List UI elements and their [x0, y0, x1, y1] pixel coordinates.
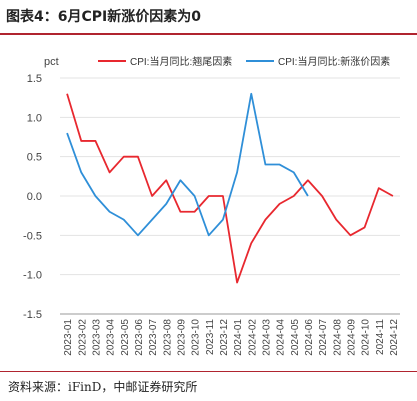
x-tick-label: 2023-12: [219, 319, 230, 356]
y-tick-label: 0.0: [27, 191, 42, 203]
x-tick-label: 2023-02: [77, 319, 88, 356]
series-line-2: [66, 92, 309, 237]
y-axis-label: pct: [44, 56, 59, 68]
x-tick-label: 2023-09: [176, 319, 187, 356]
y-gridlines: [60, 77, 400, 276]
x-tick-label: 2024-11: [375, 319, 386, 355]
series-lines: [66, 92, 394, 284]
x-tick-label: 2023-03: [91, 319, 102, 356]
figure-title: 图表4：6月CPI新涨价因素为0: [6, 9, 201, 25]
x-tick-label: 2024-07: [318, 319, 329, 356]
x-tick-label: 2024-10: [361, 319, 372, 356]
x-tick-label: 2023-04: [106, 319, 117, 356]
x-tick-label: 2024-03: [261, 319, 272, 356]
legend-label: CPI:当月同比:新涨价因素: [278, 55, 390, 68]
x-tick-label: 2023-06: [134, 319, 145, 356]
title-rule: [0, 33, 417, 35]
x-tick-label: 2023-07: [148, 319, 159, 356]
legend-label: CPI:当月同比:翘尾因素: [130, 55, 232, 68]
source-rule: [0, 371, 417, 372]
y-tick-labels: 1.5 1.0 0.5 0.0 -0.5 -1.0 -1.5: [23, 73, 42, 321]
x-tick-label: 2024-06: [304, 319, 315, 356]
x-tick-label: 2023-10: [191, 319, 202, 356]
y-tick-label: 1.0: [27, 112, 42, 124]
x-tick-labels: 2023-01 2023-02 2023-03 2023-04 2023-05 2023-…: [63, 319, 400, 356]
line-chart: 1.51.00.50.0-0.5-1.0-1.5 2023-01 2023-02 2…: [23, 55, 400, 356]
x-tick-label: 2024-02: [247, 319, 258, 356]
y-tick-label: -1.5: [23, 309, 42, 321]
x-tick-label: 2024-01: [233, 319, 244, 356]
x-tick-label: 2024-12: [389, 319, 400, 356]
x-tick-label: 2023-11: [205, 319, 216, 355]
y-tick-label: -1.0: [23, 270, 42, 282]
y-tick-label: -0.5: [23, 230, 42, 242]
x-tick-label: 2024-09: [346, 319, 357, 356]
x-tick-label: 2023-05: [120, 319, 131, 356]
series-line-1: [66, 93, 394, 284]
x-tick-label: 2024-04: [276, 319, 287, 356]
x-tick-label: 2023-08: [162, 319, 173, 356]
x-tick-label: 2023-01: [63, 319, 74, 356]
legend: CPI:当月同比:翘尾因素 CPI:当月同比:新涨价因素: [98, 55, 390, 68]
source-note: 资料来源：iFinD，中邮证券研究所: [8, 380, 198, 394]
x-tick-label: 2024-08: [332, 319, 343, 356]
y-tick-label: 0.5: [27, 152, 42, 164]
y-tick-label: 1.5: [27, 73, 42, 85]
x-tick-label: 2024-05: [290, 319, 301, 356]
